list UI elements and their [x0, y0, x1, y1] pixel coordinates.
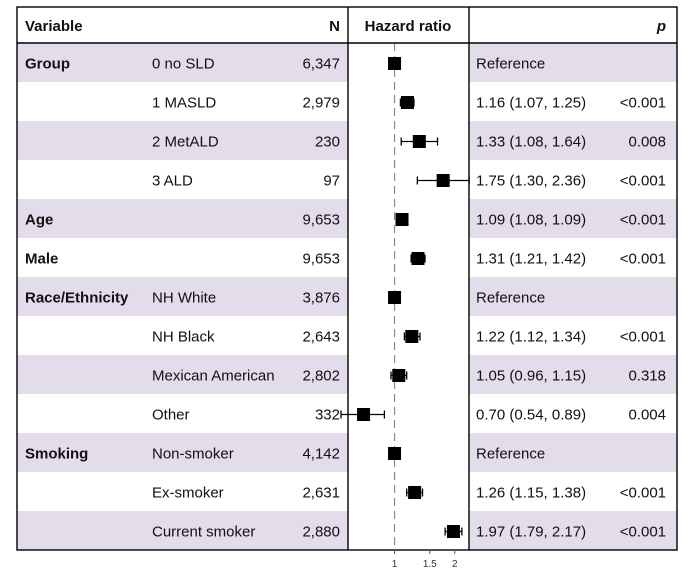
- n-value: 2,979: [302, 95, 340, 112]
- hr-point: [411, 252, 425, 265]
- row-stripe-left: [17, 355, 348, 394]
- x-tick-label: 1: [392, 559, 398, 570]
- x-tick-label: 2: [452, 559, 458, 570]
- hr-point: [388, 291, 402, 304]
- variable-label: Age: [25, 212, 53, 229]
- x-tick-label: 1.5: [423, 559, 437, 570]
- n-value: 2,643: [302, 329, 340, 346]
- hr-point: [388, 57, 402, 70]
- level-label: Mexican American: [152, 368, 275, 385]
- n-value: 9,653: [302, 251, 340, 268]
- level-label: 0 no SLD: [152, 56, 215, 73]
- p-value: <0.001: [620, 173, 666, 190]
- hr-ci-text: 1.31 (1.21, 1.42): [476, 251, 586, 268]
- variable-label: Male: [25, 251, 58, 268]
- p-value: <0.001: [620, 212, 666, 229]
- header-n: N: [329, 18, 340, 35]
- hr-point: [446, 525, 460, 538]
- hr-point: [392, 369, 406, 382]
- row-stripe-right: [469, 277, 677, 316]
- p-value: <0.001: [620, 251, 666, 268]
- hr-ci-text: 1.97 (1.79, 2.17): [476, 524, 586, 541]
- p-value: <0.001: [620, 329, 666, 346]
- level-label: Non-smoker: [152, 446, 234, 463]
- hr-point: [388, 447, 402, 460]
- row-stripe-right: [469, 511, 677, 550]
- hr-point: [405, 330, 419, 343]
- level-label: 1 MASLD: [152, 95, 216, 112]
- row-stripe-left: [17, 511, 348, 550]
- variable-label: Group: [25, 56, 70, 73]
- n-value: 4,142: [302, 446, 340, 463]
- p-value: <0.001: [620, 485, 666, 502]
- p-value: <0.001: [620, 95, 666, 112]
- point-estimates: [357, 57, 460, 538]
- level-label: Other: [152, 407, 190, 424]
- header-hazard-ratio: Hazard ratio: [365, 18, 452, 35]
- level-label: 3 ALD: [152, 173, 193, 190]
- row-stripe-right: [469, 43, 677, 82]
- p-value: <0.001: [620, 524, 666, 541]
- p-value: 0.318: [628, 368, 666, 385]
- row-stripe-left: [17, 121, 348, 160]
- hr-point: [357, 408, 371, 421]
- level-label: Ex-smoker: [152, 485, 224, 502]
- n-value: 2,880: [302, 524, 340, 541]
- hr-point: [436, 174, 450, 187]
- hr-ci-text: Reference: [476, 446, 545, 463]
- table-borders: [16, 6, 678, 551]
- row-stripe-right: [469, 199, 677, 238]
- n-value: 230: [315, 134, 340, 151]
- level-label: NH Black: [152, 329, 215, 346]
- variable-label: Race/Ethnicity: [25, 290, 129, 307]
- p-value: 0.004: [628, 407, 666, 424]
- n-value: 2,802: [302, 368, 340, 385]
- confidence-intervals: [340, 98, 470, 536]
- n-value: 9,653: [302, 212, 340, 229]
- n-value: 332: [315, 407, 340, 424]
- hr-ci-text: Reference: [476, 290, 545, 307]
- table-outline: [16, 6, 678, 551]
- level-label: 2 MetALD: [152, 134, 219, 151]
- row-stripe-left: [17, 43, 348, 82]
- table-cells: Group 0 no SLD 6,347 Reference 1 MASLD 2,979 1…: [25, 56, 666, 541]
- n-value: 2,631: [302, 485, 340, 502]
- header-variable: Variable: [25, 18, 83, 35]
- hr-ci-text: 1.26 (1.15, 1.38): [476, 485, 586, 502]
- row-stripe-left: [17, 199, 348, 238]
- variable-label: Smoking: [25, 446, 88, 463]
- row-stripe-right: [469, 355, 677, 394]
- hr-ci-text: 1.22 (1.12, 1.34): [476, 329, 586, 346]
- n-value: 6,347: [302, 56, 340, 73]
- hr-ci-text: 0.70 (0.54, 0.89): [476, 407, 586, 424]
- x-axis: 1 1.5 2: [392, 550, 458, 570]
- row-stripes: [17, 43, 677, 550]
- hr-ci-text: 1.09 (1.08, 1.09): [476, 212, 586, 229]
- hr-point: [395, 213, 409, 226]
- p-value: 0.008: [628, 134, 666, 151]
- row-stripe-right: [469, 121, 677, 160]
- row-stripe-right: [469, 433, 677, 472]
- row-stripe-left: [17, 277, 348, 316]
- hr-point: [408, 486, 422, 499]
- hr-ci-text: 1.05 (0.96, 1.15): [476, 368, 586, 385]
- header-p: p: [656, 18, 666, 35]
- n-value: 3,876: [302, 290, 340, 307]
- hr-point: [412, 135, 426, 148]
- n-value: 97: [323, 173, 340, 190]
- hr-ci-text: 1.33 (1.08, 1.64): [476, 134, 586, 151]
- level-label: Current smoker: [152, 524, 255, 541]
- level-label: NH White: [152, 290, 216, 307]
- hr-point: [400, 96, 414, 109]
- hr-ci-text: 1.75 (1.30, 2.36): [476, 173, 586, 190]
- row-stripe-left: [17, 433, 348, 472]
- hr-ci-text: 1.16 (1.07, 1.25): [476, 95, 586, 112]
- hr-ci-text: Reference: [476, 56, 545, 73]
